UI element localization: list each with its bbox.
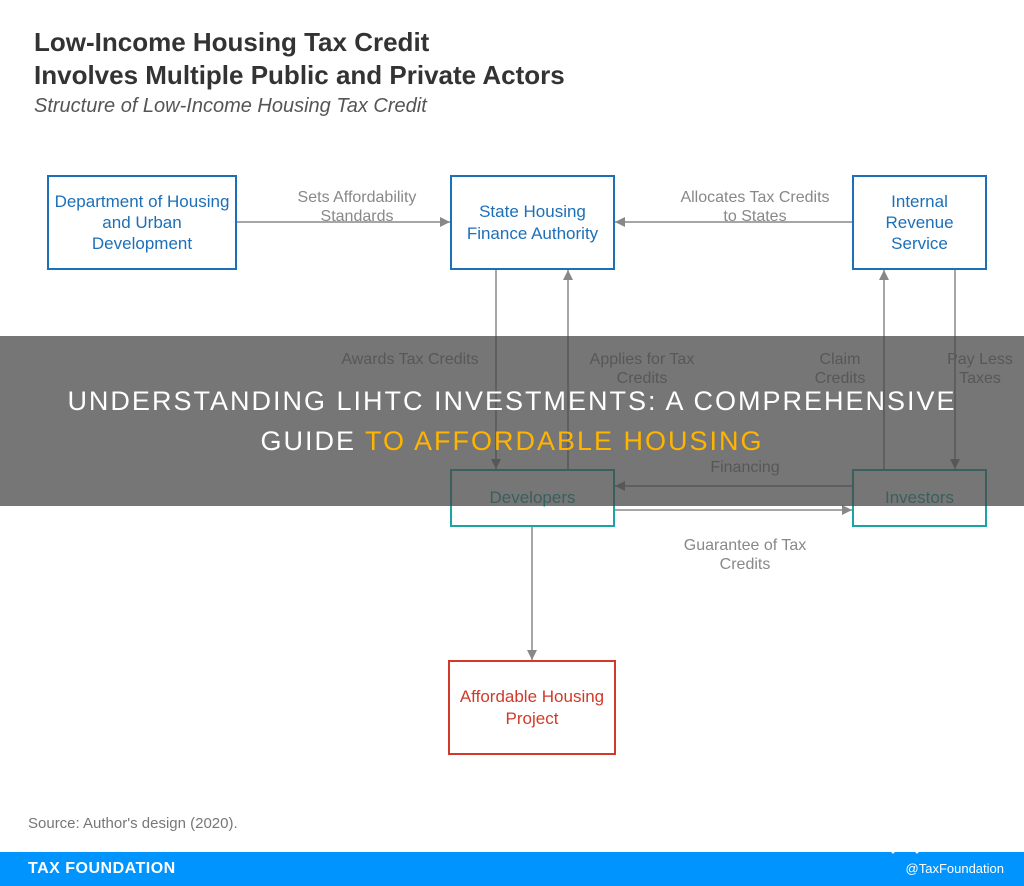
edge-label: Sets Affordability Standards: [282, 188, 432, 226]
title-line-2: Involves Multiple Public and Private Act…: [34, 60, 565, 90]
node-label: Department of Housing and Urban Developm…: [53, 191, 231, 255]
article-title-overlay: UNDERSTANDING LIHTC INVESTMENTS: A COMPR…: [0, 336, 1024, 506]
brand-handle: @TaxFoundation: [891, 861, 1004, 876]
footer-text: TAX FOUNDATION: [28, 860, 176, 878]
edge-label: Guarantee of Tax Credits: [680, 536, 810, 574]
overlay-text: UNDERSTANDING LIHTC INVESTMENTS: A COMPR…: [30, 381, 994, 462]
node-irs: Internal Revenue Service: [852, 175, 987, 270]
node-shfa: State Housing Finance Authority: [450, 175, 615, 270]
node-proj: Affordable Housing Project: [448, 660, 616, 755]
footer-bar: TAX FOUNDATION: [0, 852, 1024, 886]
page-title: Low-Income Housing Tax Credit Involves M…: [34, 26, 565, 91]
brand-watermark: Advice @TaxFoundation: [891, 829, 1004, 876]
advice-icon: [891, 832, 919, 861]
node-label: State Housing Finance Authority: [456, 201, 609, 244]
overlay-line-2: TO AFFORDABLE HOUSING: [365, 426, 764, 456]
diagram-canvas: Low-Income Housing Tax Credit Involves M…: [0, 0, 1024, 886]
title-line-1: Low-Income Housing Tax Credit: [34, 27, 429, 57]
source-note: Source: Author's design (2020).: [28, 815, 238, 832]
edge-label: Allocates Tax Credits to States: [680, 188, 830, 226]
node-label: Affordable Housing Project: [454, 686, 610, 729]
page-subtitle: Structure of Low-Income Housing Tax Cred…: [34, 95, 427, 118]
node-label: Internal Revenue Service: [858, 191, 981, 255]
brand-name: Advice: [891, 829, 1004, 861]
node-hud: Department of Housing and Urban Developm…: [47, 175, 237, 270]
